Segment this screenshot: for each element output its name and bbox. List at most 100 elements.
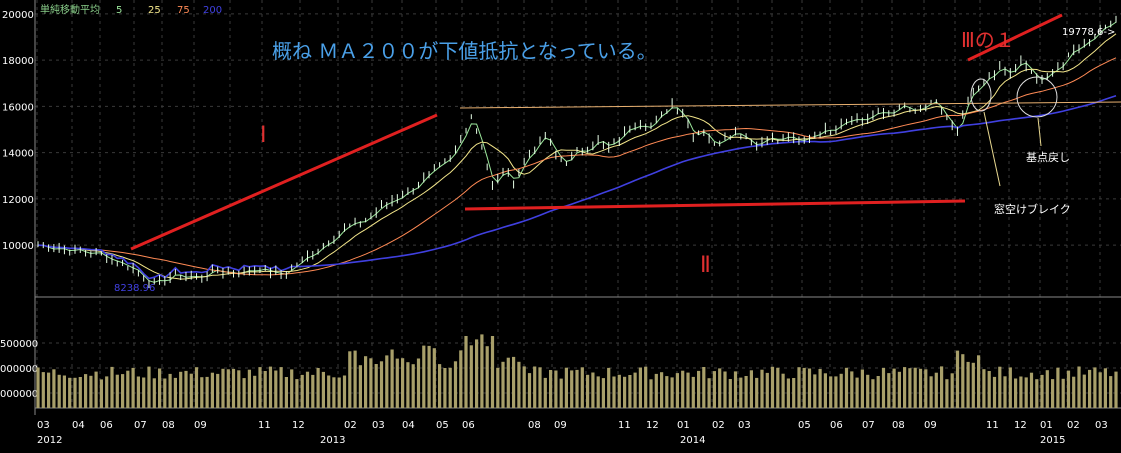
legend-ma200: 200 — [203, 5, 222, 16]
month-tick-label: 11 — [618, 420, 631, 431]
volume-bar — [564, 367, 568, 408]
month-tick-label: 03 — [1095, 420, 1108, 431]
volume-bar — [908, 368, 912, 408]
volume-bar — [115, 374, 119, 408]
trend-label-3: Ⅲの１ — [961, 28, 1015, 52]
pullback-circle — [1016, 76, 1058, 118]
volume-bar — [543, 377, 547, 408]
volume-bar — [210, 372, 214, 408]
volume-bar — [221, 368, 225, 408]
legend-title: 単純移動平均 — [40, 3, 100, 16]
volume-bar — [961, 354, 965, 408]
trend-label-2: Ⅱ — [700, 253, 711, 278]
volume-bar — [675, 373, 679, 408]
volume-bar — [512, 356, 516, 408]
month-tick-label: 12 — [646, 420, 659, 431]
volume-bar — [728, 379, 732, 408]
volume-bar — [385, 355, 389, 408]
volume-tick-label: 000000 — [0, 364, 38, 375]
volume-bar — [839, 373, 843, 408]
volume-bar — [464, 336, 468, 408]
volume-bar — [1066, 370, 1071, 408]
volume-bar — [490, 336, 495, 408]
volume-bar — [881, 368, 886, 408]
volume-bar — [78, 377, 82, 408]
month-tick-label: 08 — [528, 420, 541, 431]
month-tick-label: 02 — [1067, 420, 1080, 431]
volume-bar — [1029, 372, 1034, 408]
volume-bar — [99, 379, 103, 408]
volume-bar — [438, 364, 442, 408]
volume-bar — [633, 372, 637, 408]
volume-bar — [987, 371, 991, 408]
volume-bar — [1008, 367, 1012, 408]
volume-bar — [955, 350, 960, 408]
volume-bar — [918, 368, 923, 408]
volume-bars — [36, 334, 1118, 408]
volume-bar — [1024, 377, 1028, 408]
volume-bar — [52, 369, 56, 408]
volume-bar — [506, 357, 510, 408]
volume-bar — [247, 369, 251, 408]
ma-line-200 — [37, 94, 1117, 280]
volume-bar — [459, 350, 463, 408]
volume-bar — [527, 373, 532, 408]
gap-break-label: 窓空けブレイク — [994, 202, 1071, 216]
volume-bar — [142, 377, 146, 408]
volume-bar — [1103, 368, 1107, 408]
price-tick-label: 20000 — [2, 10, 34, 21]
volume-bar — [305, 371, 310, 408]
volume-bar — [136, 376, 140, 408]
volume-bar — [348, 351, 352, 408]
volume-bar — [702, 367, 706, 408]
volume-bar — [184, 370, 188, 408]
month-tick-label: 03 — [372, 420, 385, 431]
volume-bar — [776, 367, 780, 408]
volume-bar — [253, 375, 257, 408]
price-tick-label: 12000 — [2, 195, 34, 206]
volume-bar — [427, 345, 431, 408]
volume-bar — [765, 372, 769, 408]
volume-bar — [1045, 370, 1049, 408]
volume-bar — [691, 376, 695, 408]
volume-bar — [332, 377, 336, 408]
volume-bar — [448, 367, 452, 408]
month-tick-label: 03 — [738, 420, 751, 431]
volume-bar — [554, 370, 558, 408]
volume-bar — [866, 374, 870, 408]
volume-bar — [1061, 378, 1065, 408]
month-tick-label: 04 — [402, 420, 415, 431]
volume-bar — [295, 379, 299, 408]
volume-bar — [263, 371, 267, 408]
price-tick-label: 10000 — [2, 241, 34, 252]
month-tick-label: 05 — [798, 420, 811, 431]
volume-bar — [316, 368, 320, 408]
month-tick-label: 03 — [37, 420, 50, 431]
volume-bar — [570, 370, 574, 408]
volume-bar — [443, 368, 447, 408]
volume-bar — [353, 350, 357, 408]
volume-bar — [41, 372, 45, 408]
volume-bar — [1114, 371, 1118, 408]
volume-bar — [84, 374, 88, 408]
volume-bar — [586, 374, 590, 408]
gap-pointer — [983, 111, 1001, 187]
volume-bar — [327, 375, 331, 408]
month-tick-label: 11 — [986, 420, 999, 431]
volume-bar — [760, 369, 764, 408]
volume-bar — [744, 376, 748, 408]
volume-bar — [379, 361, 384, 408]
volume-bar — [369, 358, 373, 408]
volume-bar — [813, 374, 817, 408]
price-tick-label: 18000 — [2, 56, 34, 67]
volume-bar — [538, 367, 542, 408]
volume-bar — [1051, 379, 1055, 408]
pullback-label: 基点戻し — [1026, 151, 1070, 164]
volume-bar — [612, 376, 616, 408]
volume-bar — [855, 377, 859, 408]
legend-ma25: 25 — [148, 5, 161, 16]
volume-bar — [406, 362, 410, 408]
volume-bar — [268, 366, 273, 408]
volume-bar — [237, 370, 241, 408]
